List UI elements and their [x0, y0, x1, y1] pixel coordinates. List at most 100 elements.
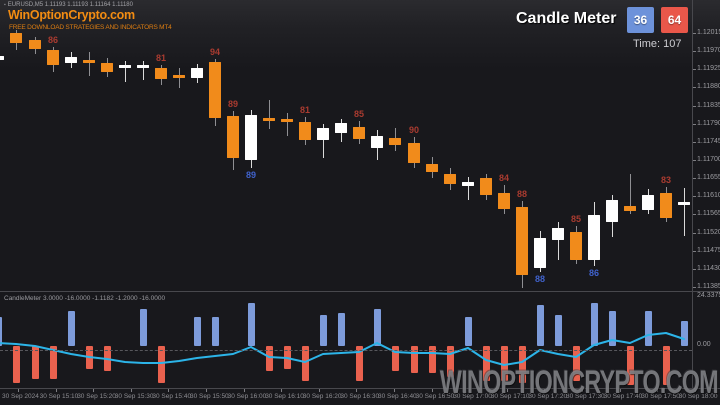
time-tick-label: 30 Sep 15:20	[77, 393, 116, 400]
candle-number-label: 83	[660, 175, 671, 185]
time-tick	[394, 389, 395, 392]
meter-bar-up	[212, 317, 219, 346]
time-tick	[431, 389, 433, 392]
axis-separator	[0, 388, 720, 389]
price-tick-label: 1.11385	[697, 282, 720, 290]
meter-bar-up	[338, 313, 345, 346]
time-tick	[657, 389, 659, 392]
bull-percent-box: 36	[627, 7, 654, 33]
candle-bull	[317, 128, 329, 140]
meter-bar-up	[555, 315, 562, 346]
candle-number-label: 81	[299, 105, 310, 115]
candle-bull	[588, 215, 600, 260]
price-tick-label: 1.11520	[697, 228, 720, 236]
price-tick	[693, 159, 696, 161]
candle-bear	[263, 118, 275, 121]
candle-number-label: 94	[209, 47, 220, 57]
candle-number-label: 84	[498, 173, 509, 183]
price-tick-label: 1.11430	[697, 264, 720, 272]
price-tick-label: 1.11835	[697, 101, 720, 109]
candle-bear	[227, 116, 239, 158]
indicator-name-label: CandleMeter 3.0000 -16.0000 -1.1182 -1.2…	[4, 295, 166, 302]
price-tick-label: 1.11925	[697, 65, 720, 73]
time-tick-label: 30 Sep 2024	[2, 393, 39, 400]
candle-bear	[660, 193, 672, 218]
candle-wick	[125, 61, 126, 82]
meter-bar-up	[0, 317, 2, 346]
time-tick	[318, 389, 320, 392]
candle-wick	[323, 124, 324, 158]
time-tick	[130, 389, 132, 392]
candle-bear	[480, 178, 492, 195]
price-tick-label: 1.11655	[697, 174, 720, 182]
brand-link[interactable]: WinOptionCrypto.com	[8, 8, 135, 22]
time-tick-label: 30 Sep 16:50	[415, 393, 455, 400]
candle-wick	[89, 52, 90, 76]
candle-bear	[444, 174, 456, 184]
candle-bear	[83, 60, 95, 63]
candle-number-label: 81	[155, 53, 166, 63]
candle-number-label: 85	[353, 109, 364, 119]
time-tick-label: 30 Sep 16:30	[340, 393, 380, 400]
meter-bar-down	[158, 346, 165, 383]
meter-bar-down	[302, 346, 309, 381]
candle-bear	[47, 50, 59, 65]
meter-scale-label: 0.00	[697, 341, 711, 348]
time-tick	[582, 389, 583, 392]
price-tick-label: 1.11970	[697, 47, 720, 55]
candle-bull	[606, 200, 618, 222]
time-tick	[206, 389, 207, 392]
time-tick	[469, 389, 471, 392]
price-tick	[693, 232, 696, 234]
price-scale[interactable]: 1.12015 1.11970 1.11925 1.11880 1.11835 1.117…	[692, 0, 720, 388]
candle-number-label: 89	[227, 99, 238, 109]
candle-bear	[498, 193, 510, 209]
brand-subtitle: FREE DOWNLOAD STRATEGIES AND INDICATORS …	[9, 24, 172, 31]
time-tick	[694, 389, 696, 392]
time-tick-label: 30 Sep 15:10	[39, 393, 79, 400]
time-tick	[18, 389, 19, 392]
candle-bull	[119, 65, 131, 68]
candle-bear	[10, 33, 22, 43]
time-tick	[168, 389, 170, 392]
candle-bull	[371, 136, 383, 148]
price-tick	[693, 268, 696, 270]
time-tick-label: 30 Sep 17:30	[566, 393, 605, 400]
candle-bear	[624, 206, 636, 211]
time-tick	[544, 389, 546, 392]
candle-bear	[426, 164, 438, 172]
time-tick	[281, 389, 283, 392]
time-tick	[55, 389, 57, 392]
price-tick	[693, 123, 696, 125]
candle-bear	[570, 232, 582, 260]
candle-number-label: 86	[47, 35, 58, 45]
candle-bear	[173, 75, 185, 78]
watermark: WINOPTIONCRYPTO.COM	[439, 364, 719, 400]
time-tick-label: 30 Sep 16:00	[227, 393, 267, 400]
candle-bull	[137, 65, 149, 68]
price-tick	[693, 250, 696, 252]
time-tick	[619, 389, 621, 392]
quote-text: EURUSD,M5 1.11193 1.11193 1.11164 1.1118…	[7, 2, 133, 8]
candle-bear	[209, 62, 221, 118]
candle-bull	[678, 202, 690, 205]
subwindow-separator[interactable]	[0, 291, 720, 292]
candle-bear	[299, 122, 311, 140]
meter-bar-up	[320, 315, 327, 346]
time-axis[interactable]: 30 Sep 2024 30 Sep 15:10 30 Sep 15:20 30 Se…	[0, 389, 717, 405]
candle-number-label: 88	[534, 274, 545, 284]
price-tick	[693, 141, 696, 143]
time-tick-label: 30 Sep 15:40	[152, 393, 192, 400]
candle-bear	[516, 207, 528, 275]
time-tick-label: 30 Sep 17:10	[490, 393, 530, 400]
candle-bull	[534, 238, 546, 268]
price-tick	[693, 33, 696, 34]
price-tick	[693, 105, 696, 107]
candle-bull	[0, 56, 4, 60]
candle-time-counter: Time: 107	[633, 38, 682, 50]
meter-bar-up	[374, 309, 381, 346]
time-tick	[356, 389, 358, 392]
candle-number-label: 88	[516, 189, 527, 199]
